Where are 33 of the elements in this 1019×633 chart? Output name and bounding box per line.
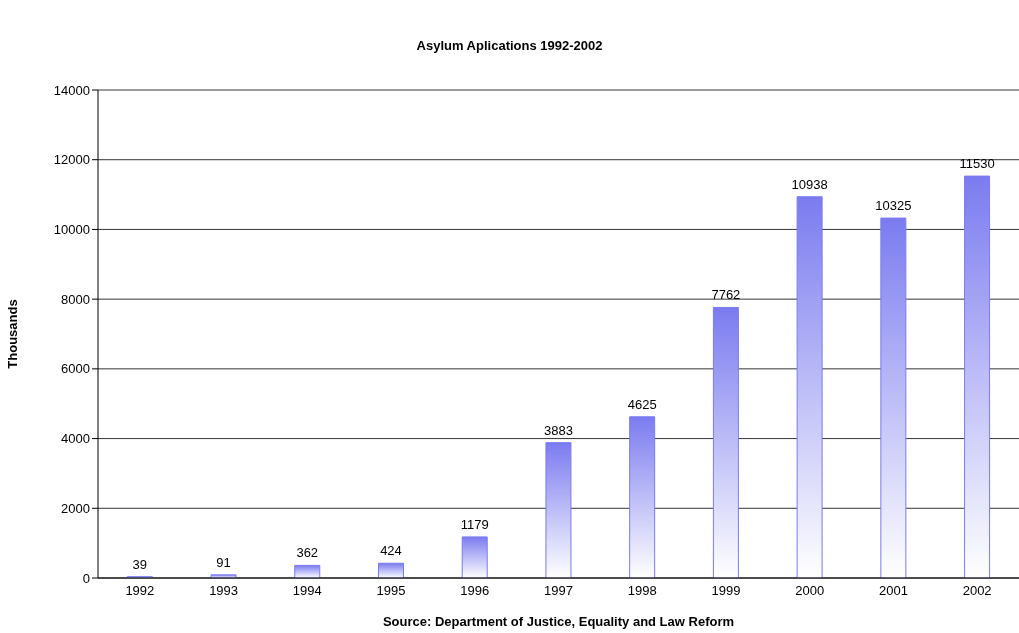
data-label: 7762: [711, 287, 741, 303]
x-tick-label: 2002: [962, 583, 992, 599]
y-tick-label: 4000: [61, 431, 90, 447]
x-tick-label: 2001: [878, 583, 908, 599]
data-label: 91: [216, 554, 231, 570]
x-tick-label: 1997: [544, 583, 573, 599]
x-tick-label: 1999: [711, 583, 741, 599]
data-label: 3883: [543, 422, 573, 438]
x-tick-label: 2000: [795, 583, 825, 599]
y-tick-label: 14000: [53, 82, 90, 98]
y-tick-label: 8000: [61, 291, 90, 307]
source-note: Source: Department of Justice, Equality and Law Reform: [381, 614, 736, 629]
y-tick-label: 2000: [61, 500, 90, 516]
x-tick-label: 1992: [125, 583, 155, 599]
data-label: 1179: [460, 516, 489, 532]
data-label: 4625: [627, 396, 657, 412]
x-tick-label: 1996: [460, 583, 490, 599]
data-label: 362: [296, 545, 319, 561]
y-tick-label: 0: [82, 570, 90, 586]
data-label: 10938: [791, 176, 828, 192]
x-tick-label: 1998: [627, 583, 657, 599]
y-tick-label: 10000: [53, 222, 90, 238]
x-tick-label: 1995: [376, 583, 406, 599]
y-axis-title: Thousands: [4, 299, 20, 369]
y-tick-label: 12000: [53, 152, 90, 168]
data-label: 11530: [959, 156, 995, 172]
x-tick-label: 1994: [292, 583, 322, 599]
data-label: 39: [132, 556, 148, 572]
data-label: 10325: [875, 198, 912, 214]
x-tick-label: 1993: [209, 583, 239, 599]
chart-title: Asylum Aplications 1992-2002: [415, 38, 604, 53]
y-tick-label: 6000: [61, 361, 90, 377]
data-label: 424: [380, 543, 402, 559]
